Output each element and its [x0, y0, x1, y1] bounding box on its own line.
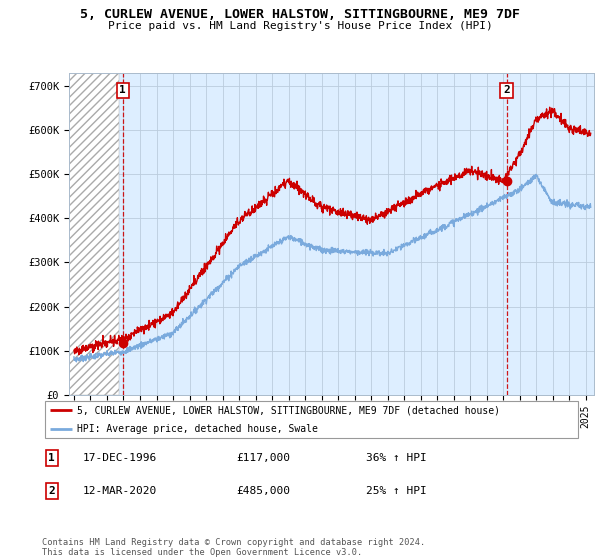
Bar [69, 73, 119, 395]
Text: HPI: Average price, detached house, Swale: HPI: Average price, detached house, Swal… [77, 424, 318, 433]
FancyBboxPatch shape [45, 401, 578, 438]
Text: 1: 1 [49, 453, 55, 463]
Text: £485,000: £485,000 [236, 486, 290, 496]
Text: 36% ↑ HPI: 36% ↑ HPI [366, 453, 427, 463]
Text: Contains HM Land Registry data © Crown copyright and database right 2024.
This d: Contains HM Land Registry data © Crown c… [42, 538, 425, 557]
Text: 25% ↑ HPI: 25% ↑ HPI [366, 486, 427, 496]
Text: 5, CURLEW AVENUE, LOWER HALSTOW, SITTINGBOURNE, ME9 7DF: 5, CURLEW AVENUE, LOWER HALSTOW, SITTING… [80, 8, 520, 21]
Text: 2: 2 [49, 486, 55, 496]
Text: 5, CURLEW AVENUE, LOWER HALSTOW, SITTINGBOURNE, ME9 7DF (detached house): 5, CURLEW AVENUE, LOWER HALSTOW, SITTING… [77, 405, 500, 415]
Text: £117,000: £117,000 [236, 453, 290, 463]
Text: 17-DEC-1996: 17-DEC-1996 [83, 453, 157, 463]
Text: 1: 1 [119, 86, 126, 95]
Text: Price paid vs. HM Land Registry's House Price Index (HPI): Price paid vs. HM Land Registry's House … [107, 21, 493, 31]
Text: 12-MAR-2020: 12-MAR-2020 [83, 486, 157, 496]
Text: 2: 2 [503, 86, 510, 95]
